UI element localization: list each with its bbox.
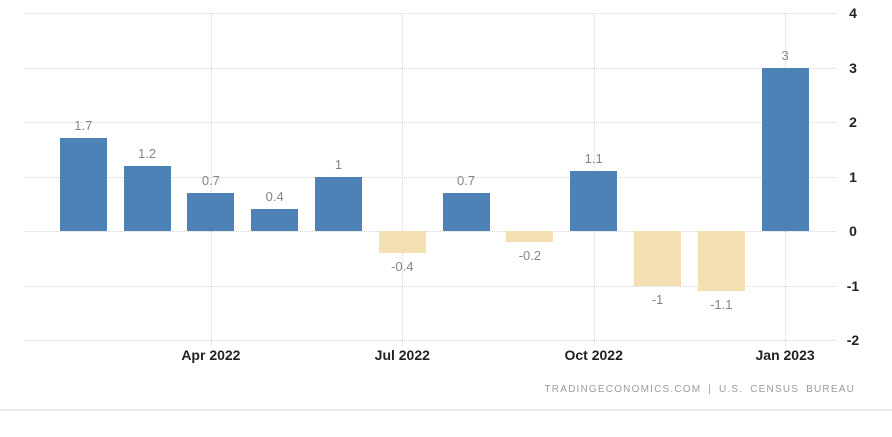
h-gridline <box>24 13 835 14</box>
bar[interactable] <box>697 231 745 291</box>
bar-value-label: 3 <box>781 47 789 63</box>
h-gridline <box>24 176 835 178</box>
bar-value-label: 1.1 <box>584 151 603 167</box>
bar-value-label: 0.7 <box>201 172 220 188</box>
x-axis-tick-label: Oct 2022 <box>564 347 623 363</box>
bar-value-label: 0.7 <box>457 172 476 188</box>
bar[interactable] <box>761 67 809 231</box>
bottom-divider <box>0 409 892 411</box>
bar-value-label: 1.2 <box>138 145 157 161</box>
v-gridline <box>210 13 212 346</box>
x-axis-tick-label: Jan 2023 <box>755 347 815 363</box>
bar-value-label: -0.4 <box>391 258 414 274</box>
y-axis-tick-label: -2 <box>846 332 860 348</box>
v-gridline <box>402 13 404 346</box>
y-axis-tick-label: 1 <box>849 168 857 185</box>
bar[interactable] <box>442 192 490 231</box>
h-gridline <box>24 285 835 287</box>
bar[interactable] <box>315 176 362 231</box>
bar[interactable] <box>634 231 681 286</box>
bar[interactable] <box>187 192 235 231</box>
bar[interactable] <box>251 209 299 231</box>
y-axis-tick-label: 3 <box>849 59 857 76</box>
h-gridline <box>24 231 835 232</box>
bar-value-label: -0.2 <box>518 247 542 263</box>
bar[interactable] <box>59 138 107 231</box>
attribution-text: TRADINGECONOMICS.COM | U.S. CENSUS BUREA… <box>544 384 855 395</box>
y-axis-tick-label: 0 <box>849 223 857 239</box>
h-gridline <box>24 122 835 123</box>
x-axis-tick-label: Apr 2022 <box>181 347 241 363</box>
bar[interactable] <box>378 231 426 253</box>
h-gridline <box>24 67 835 69</box>
bar[interactable] <box>123 165 171 231</box>
x-axis-tick-label: Jul 2022 <box>374 347 430 363</box>
bar-value-label: -1 <box>651 291 664 307</box>
y-axis-tick-label: 4 <box>849 5 857 21</box>
bar-value-label: 1.7 <box>74 118 93 134</box>
bar-value-label: 0.4 <box>265 189 284 205</box>
y-axis-tick-label: 2 <box>849 114 857 130</box>
bar-value-label: 1 <box>334 156 343 172</box>
bar-value-label: -1.1 <box>710 296 733 312</box>
bar[interactable] <box>506 231 554 242</box>
y-axis-tick-label: -1 <box>846 277 860 294</box>
bar[interactable] <box>570 171 618 231</box>
h-gridline <box>24 340 835 341</box>
